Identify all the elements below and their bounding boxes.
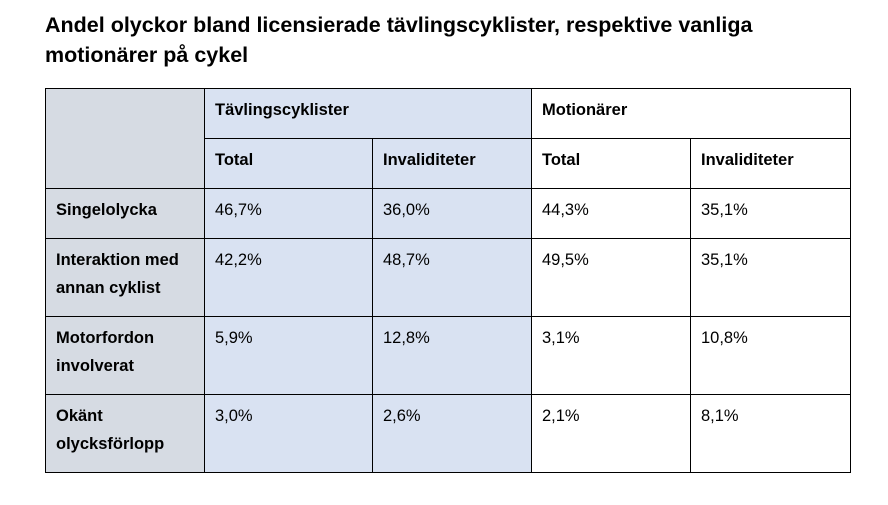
corner-cell bbox=[45, 88, 205, 189]
table-cell: 2,1% bbox=[531, 394, 691, 473]
table-cell: 44,3% bbox=[531, 188, 691, 239]
row-label: Motorfordon involverat bbox=[45, 316, 205, 395]
subheader-amateurs-disability: Invaliditeter bbox=[689, 138, 852, 189]
subheader-competitors-disability: Invaliditeter bbox=[372, 138, 532, 189]
table-cell: 8,1% bbox=[689, 394, 852, 473]
table-header-row: Tävlingscyklister Motionärer bbox=[45, 88, 852, 189]
table-subheader-row: Total Invaliditeter Total Invaliditeter bbox=[46, 138, 852, 189]
accident-share-table: Tävlingscyklister Motionärer Total Inval… bbox=[45, 88, 852, 473]
table-cell: 10,8% bbox=[689, 316, 852, 395]
group-header-competitors: Tävlingscyklister bbox=[204, 88, 532, 139]
table-row: Interaktion med annan cyklist 42,2% 48,7… bbox=[45, 238, 852, 317]
table-cell: 42,2% bbox=[204, 238, 373, 317]
table-cell: 3,0% bbox=[204, 394, 373, 473]
table-cell: 48,7% bbox=[372, 238, 532, 317]
table-row: Singelolycka 46,7% 36,0% 44,3% 35,1% bbox=[45, 188, 852, 239]
table-cell: 3,1% bbox=[531, 316, 691, 395]
row-label: Okänt olycksförlopp bbox=[45, 394, 205, 473]
table-row: Motorfordon involverat 5,9% 12,8% 3,1% 1… bbox=[45, 316, 852, 395]
table-row: Okänt olycksförlopp 3,0% 2,6% 2,1% 8,1% bbox=[45, 394, 852, 473]
page-title: Andel olyckor bland licensierade tävling… bbox=[45, 13, 753, 67]
subheader-competitors-total: Total bbox=[204, 138, 373, 189]
row-label: Interaktion med annan cyklist bbox=[45, 238, 205, 317]
table-cell: 49,5% bbox=[531, 238, 691, 317]
row-label: Singelolycka bbox=[45, 188, 205, 239]
table-cell: 35,1% bbox=[689, 188, 852, 239]
table-cell: 36,0% bbox=[372, 188, 532, 239]
group-header-amateurs: Motionärer bbox=[530, 88, 852, 139]
table-cell: 35,1% bbox=[689, 238, 852, 317]
table-cell: 46,7% bbox=[204, 188, 373, 239]
table-cell: 5,9% bbox=[204, 316, 373, 395]
table-cell: 12,8% bbox=[372, 316, 532, 395]
table-cell: 2,6% bbox=[372, 394, 532, 473]
subheader-amateurs-total: Total bbox=[531, 138, 691, 189]
